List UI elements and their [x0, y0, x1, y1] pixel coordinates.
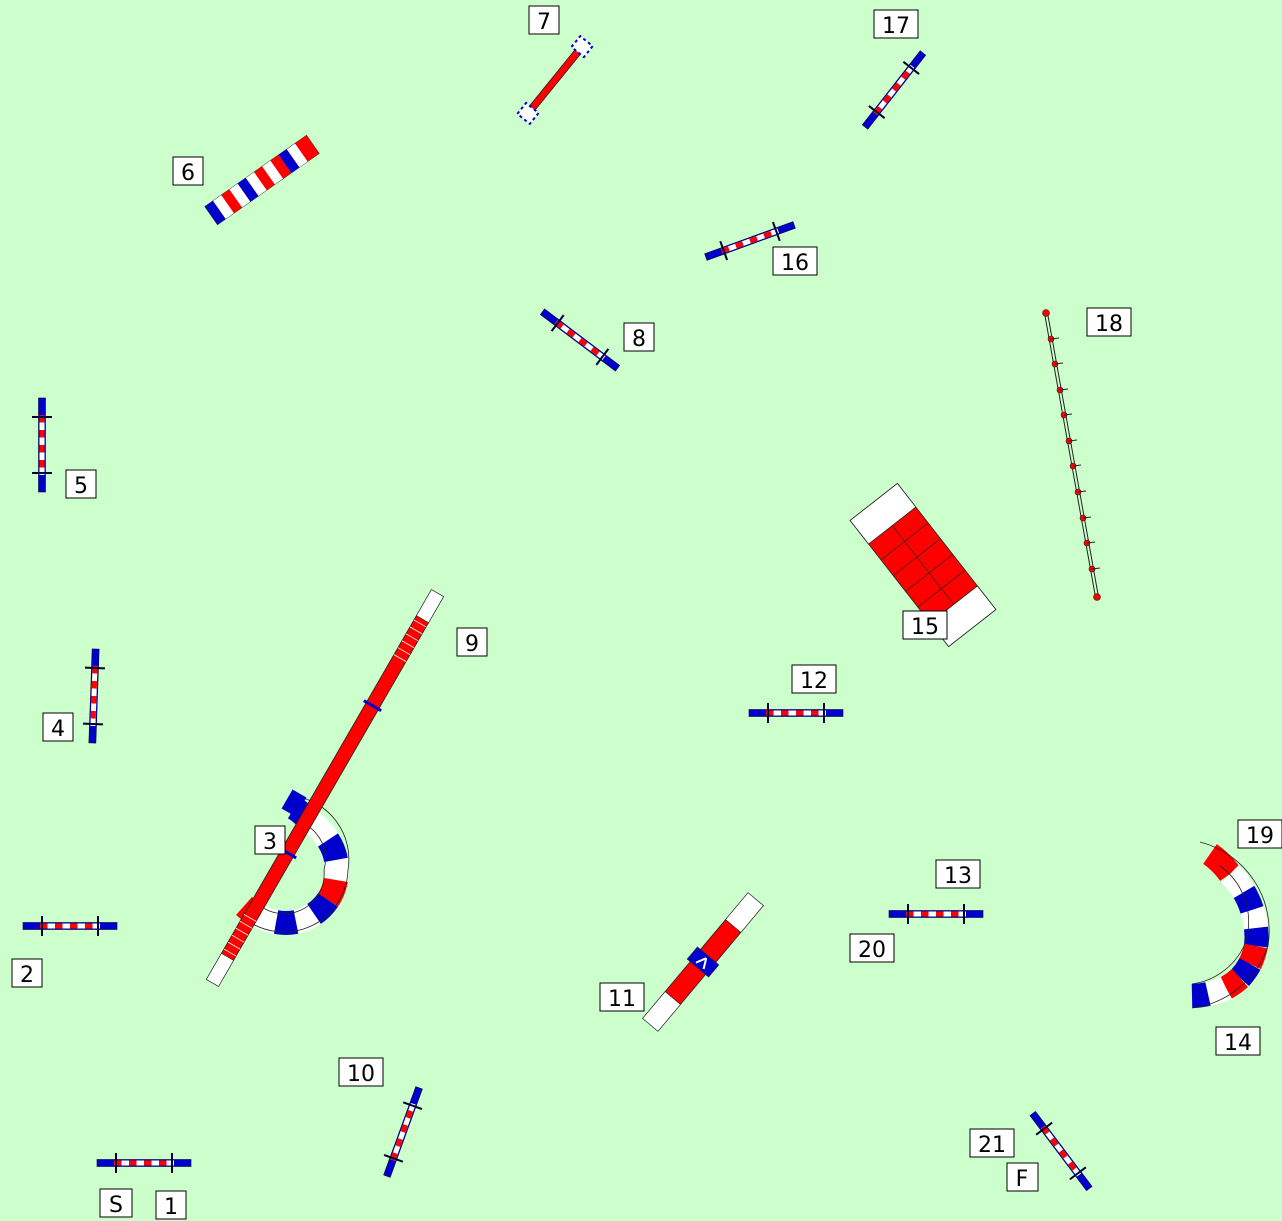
label-8: 8	[623, 322, 655, 352]
label-finish: F	[1006, 1162, 1039, 1192]
svg-text:3: 3	[263, 830, 277, 855]
tunnel-6[interactable]	[204, 134, 320, 226]
label-17: 17	[873, 9, 919, 39]
svg-text:17: 17	[882, 14, 910, 39]
svg-text:19: 19	[1246, 824, 1274, 849]
label-15: 15	[902, 610, 948, 640]
tunnel-14[interactable]	[1191, 841, 1270, 1009]
label-5: 5	[65, 469, 97, 499]
jump-5[interactable]	[31, 397, 53, 493]
label-9: 9	[456, 627, 488, 657]
label-6: 6	[172, 156, 204, 186]
weave-poles-18[interactable]	[1042, 309, 1101, 601]
jump-10[interactable]	[376, 1083, 430, 1181]
svg-text:4: 4	[51, 717, 65, 742]
tire-jump-7[interactable]	[515, 34, 595, 126]
label-2: 2	[11, 958, 43, 988]
jump-1[interactable]	[96, 1152, 192, 1174]
svg-text:7: 7	[537, 10, 551, 35]
svg-text:21: 21	[978, 1133, 1006, 1158]
svg-text:13: 13	[944, 864, 972, 889]
svg-text:6: 6	[181, 161, 195, 186]
jump-12[interactable]	[748, 702, 844, 724]
label-12: 12	[791, 664, 837, 694]
svg-text:18: 18	[1095, 312, 1123, 337]
svg-text:2: 2	[20, 963, 34, 988]
svg-text:5: 5	[74, 474, 88, 499]
label-18: 18	[1086, 307, 1132, 337]
label-start: S	[99, 1188, 133, 1218]
label-13: 13	[935, 859, 981, 889]
svg-text:12: 12	[800, 669, 828, 694]
svg-text:16: 16	[781, 251, 809, 276]
svg-text:14: 14	[1224, 1031, 1252, 1056]
tunnel-3[interactable]	[236, 789, 350, 935]
svg-text:8: 8	[632, 327, 646, 352]
label-3: 3	[254, 825, 286, 855]
jump-4[interactable]	[81, 647, 107, 745]
label-1: 1	[155, 1190, 187, 1220]
jump-2[interactable]	[22, 915, 118, 937]
jump-17[interactable]	[856, 45, 932, 135]
svg-text:S: S	[109, 1193, 123, 1218]
label-7: 7	[528, 5, 560, 35]
svg-text:1: 1	[164, 1195, 178, 1220]
svg-text:10: 10	[347, 1062, 375, 1087]
a-frame-15[interactable]	[849, 482, 997, 648]
svg-text:20: 20	[858, 938, 886, 963]
label-20: 20	[849, 933, 895, 963]
svg-text:11: 11	[608, 987, 636, 1012]
label-11: 11	[599, 982, 645, 1012]
label-4: 4	[42, 712, 74, 742]
dogwalk-9[interactable]	[204, 588, 446, 988]
jump-13[interactable]	[888, 903, 984, 925]
label-21: 21	[969, 1128, 1015, 1158]
label-19: 19	[1237, 819, 1282, 849]
label-14: 14	[1215, 1026, 1261, 1056]
svg-text:15: 15	[911, 615, 939, 640]
jump-8[interactable]	[535, 302, 625, 378]
label-10: 10	[338, 1057, 384, 1087]
label-16: 16	[772, 246, 818, 276]
seesaw-11[interactable]	[640, 890, 767, 1034]
svg-text:F: F	[1016, 1167, 1029, 1192]
svg-text:9: 9	[465, 632, 479, 657]
